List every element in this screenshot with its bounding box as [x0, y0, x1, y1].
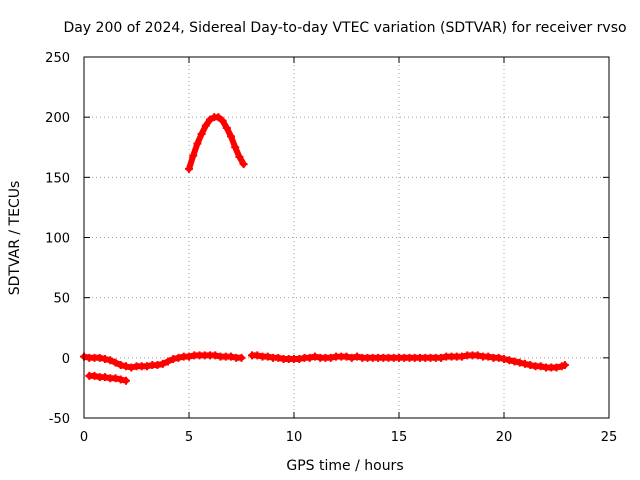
data-point: [347, 353, 356, 362]
data-point: [101, 373, 109, 382]
y-tick-label: 100: [45, 232, 70, 247]
data-point: [106, 356, 115, 365]
y-tick-label: 0: [62, 352, 70, 367]
data-point: [122, 376, 130, 385]
data-point: [90, 371, 99, 380]
data-point: [116, 361, 125, 370]
data-point: [263, 352, 272, 361]
data-point: [218, 116, 227, 125]
data-point: [560, 361, 569, 370]
data-point: [500, 355, 508, 364]
data-point: [164, 357, 172, 366]
data-point: [111, 358, 120, 367]
data-point: [95, 353, 104, 362]
data-point: [231, 143, 240, 152]
data-point: [158, 359, 167, 368]
data-point: [295, 355, 304, 364]
data-point: [193, 139, 202, 148]
data-point: [526, 361, 535, 370]
data-point: [305, 353, 314, 362]
series-low-segment: [85, 371, 130, 385]
series-arc: [185, 113, 248, 173]
data-point: [153, 361, 162, 370]
x-tick-label: 0: [80, 430, 88, 445]
data-point: [353, 352, 361, 361]
data-point: [201, 121, 210, 130]
data-point: [342, 352, 351, 361]
data-point: [174, 353, 183, 362]
x-tick-label: 10: [286, 430, 303, 445]
plot-frame: [83, 56, 610, 419]
data-point: [222, 123, 231, 132]
data-point: [274, 353, 283, 362]
y-tick-label: -50: [49, 412, 70, 427]
x-tick-label: 15: [391, 430, 408, 445]
data-point: [197, 130, 206, 139]
data-point: [473, 351, 482, 360]
data-point: [458, 352, 466, 361]
data-point: [214, 113, 223, 122]
x-tick-label: 25: [601, 430, 618, 445]
x-tick-label: 20: [496, 430, 513, 445]
data-point: [101, 355, 109, 364]
data-point: [116, 375, 125, 384]
axis-ticks: 0 5 10 15 20 25 -50 0 50 100 150 200 250: [45, 51, 617, 445]
data-point: [505, 356, 514, 365]
data-point: [494, 353, 503, 362]
x-tick-label: 5: [185, 430, 193, 445]
y-tick-label: 250: [45, 51, 70, 66]
data-point: [253, 351, 262, 360]
data-point: [326, 353, 335, 362]
data-point: [206, 115, 214, 124]
data-point: [185, 352, 193, 361]
x-axis-label: GPS time / hours: [286, 458, 403, 474]
chart-title: Day 200 of 2024, Sidereal Day-to-day VTE…: [63, 20, 626, 36]
data-point: [227, 352, 235, 361]
data-point: [311, 352, 319, 361]
data-point: [169, 355, 178, 364]
data-points: [80, 113, 569, 385]
data-point: [235, 152, 244, 161]
y-tick-label: 150: [45, 171, 70, 186]
data-point: [515, 358, 524, 367]
data-point: [211, 351, 220, 360]
data-point: [437, 353, 445, 362]
y-tick-label: 200: [45, 111, 70, 126]
series-main: [80, 351, 569, 372]
data-point: [510, 357, 519, 366]
data-point: [111, 374, 120, 383]
data-point: [239, 160, 248, 169]
data-point: [143, 362, 151, 371]
data-point: [227, 132, 235, 141]
y-tick-label: 50: [53, 292, 70, 307]
y-axis-label: SDTVAR / TECUs: [7, 181, 23, 296]
data-point: [521, 359, 529, 368]
data-point: [127, 363, 136, 372]
data-point: [237, 353, 246, 362]
data-point: [536, 362, 545, 371]
data-point: [552, 363, 561, 372]
data-point: [189, 151, 198, 160]
data-point: [484, 352, 493, 361]
data-point: [185, 164, 193, 173]
data-point: [122, 362, 130, 371]
